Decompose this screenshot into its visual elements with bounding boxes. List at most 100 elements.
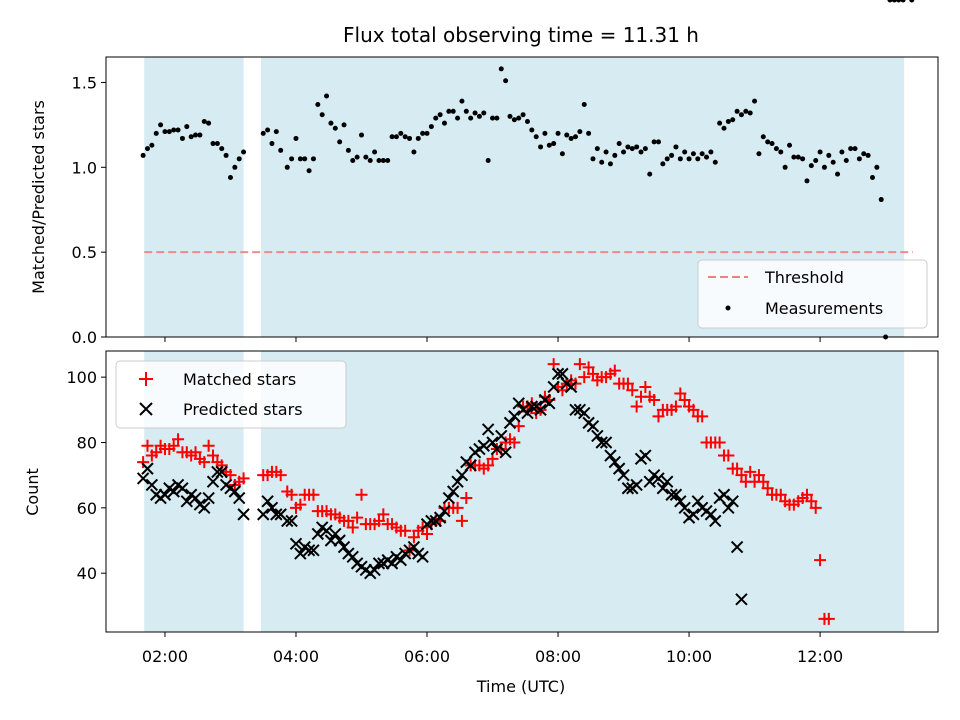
measurement-point bbox=[193, 132, 199, 138]
predicted-star-point bbox=[586, 419, 600, 433]
predicted-star-point bbox=[691, 495, 704, 508]
top-legend: Threshold Measurements bbox=[697, 259, 928, 329]
measurement-point bbox=[197, 132, 203, 138]
measurement-point bbox=[655, 139, 661, 145]
measurement-point bbox=[717, 120, 723, 126]
measurement-point bbox=[315, 102, 321, 108]
measurement-point bbox=[273, 129, 279, 135]
measurement-point bbox=[856, 156, 862, 162]
x-tick-label: 04:00 bbox=[273, 647, 319, 666]
measurement-point bbox=[433, 115, 439, 121]
matched-star-point bbox=[207, 449, 220, 462]
shaded-interval bbox=[144, 57, 244, 337]
measurement-point bbox=[699, 151, 705, 157]
predicted-star-point bbox=[578, 406, 591, 420]
bottom-x-ticks: 02:00 04:00 06:00 08:00 10:00 12:00 bbox=[142, 632, 843, 666]
predicted-star-point bbox=[372, 557, 386, 570]
bottom-y-tick-label: 80 bbox=[77, 433, 97, 452]
measurement-point bbox=[826, 152, 832, 158]
top-x-ticks bbox=[164, 337, 821, 342]
matched-star-point bbox=[351, 511, 364, 524]
predicted-star-point bbox=[425, 514, 438, 528]
predicted-star-point bbox=[145, 478, 159, 492]
measurement-point bbox=[629, 146, 635, 152]
matched-star-point bbox=[800, 488, 813, 501]
measurement-point bbox=[328, 120, 334, 126]
predicted-star-point bbox=[704, 508, 718, 521]
predicted-star-point bbox=[477, 439, 490, 452]
measurement-point bbox=[485, 158, 491, 164]
measurement-point bbox=[773, 146, 779, 152]
measurement-point bbox=[472, 110, 478, 116]
predicted-star-point bbox=[595, 436, 608, 449]
predicted-star-point bbox=[556, 367, 569, 381]
predicted-star-point bbox=[281, 514, 294, 528]
measurement-point bbox=[695, 156, 701, 162]
measurement-point bbox=[350, 158, 356, 164]
measurement-point bbox=[393, 134, 399, 140]
measurement-point bbox=[372, 149, 378, 155]
predicted-stars-points bbox=[138, 367, 748, 606]
predicted-star-point bbox=[333, 534, 346, 547]
measurement-point bbox=[900, 0, 906, 3]
measurement-point bbox=[498, 66, 504, 72]
measurement-point bbox=[778, 149, 784, 155]
bottom-panel: 40 60 80 100 02:00 04:00 06:00 08:00 10:00 12:00… bbox=[23, 351, 939, 696]
measurement-point bbox=[206, 120, 212, 126]
predicted-star-point bbox=[674, 495, 687, 508]
predicted-star-point bbox=[499, 446, 512, 459]
matched-star-point bbox=[556, 384, 569, 397]
top-panel: 0.0 0.5 1.0 1.5 Matched/Predicted stars Thr… bbox=[29, 0, 939, 347]
measurement-point bbox=[865, 152, 871, 158]
predicted-star-point bbox=[665, 488, 678, 501]
predicted-star-point bbox=[661, 475, 674, 488]
measurement-point bbox=[603, 149, 609, 155]
measurement-point bbox=[839, 149, 845, 155]
measurement-point bbox=[166, 129, 172, 135]
predicted-star-point bbox=[394, 553, 408, 567]
matched-star-point bbox=[678, 394, 691, 407]
measurement-point bbox=[712, 159, 718, 165]
measurement-point bbox=[219, 146, 225, 152]
measurement-point bbox=[389, 134, 395, 140]
predicted-star-point bbox=[503, 416, 517, 430]
measurement-point bbox=[184, 124, 190, 130]
predicted-star-point bbox=[617, 468, 630, 482]
predicted-star-point bbox=[726, 495, 739, 508]
matched-star-point bbox=[167, 439, 180, 452]
predicted-star-point bbox=[534, 403, 547, 417]
predicted-star-point bbox=[202, 491, 215, 505]
measurement-point bbox=[158, 122, 164, 128]
measurement-point bbox=[481, 110, 487, 116]
matched-star-point bbox=[761, 482, 774, 495]
matched-star-point bbox=[399, 524, 412, 537]
measurement-point bbox=[411, 149, 417, 155]
measurement-point bbox=[782, 164, 788, 170]
matched-star-point bbox=[141, 439, 154, 452]
legend-predicted-label: Predicted stars bbox=[183, 400, 303, 419]
measurement-point bbox=[573, 134, 579, 140]
predicted-star-point bbox=[265, 501, 279, 515]
matched-star-point bbox=[652, 410, 665, 423]
measurement-point bbox=[520, 112, 526, 118]
predicted-star-point bbox=[438, 504, 451, 518]
measurement-point bbox=[214, 141, 220, 147]
bottom-legend: Matched stars Predicted stars bbox=[115, 360, 347, 429]
predicted-star-point bbox=[302, 544, 316, 557]
predicted-star-point bbox=[198, 501, 211, 515]
measurement-point bbox=[516, 115, 522, 121]
predicted-star-point bbox=[337, 540, 351, 554]
matched-star-point bbox=[608, 364, 621, 377]
predicted-star-point bbox=[621, 482, 635, 495]
measurement-point bbox=[830, 159, 836, 165]
matched-star-point bbox=[805, 495, 818, 508]
matched-star-point bbox=[630, 400, 643, 413]
predicted-star-point bbox=[591, 429, 604, 443]
top-y-tick-label: 0.5 bbox=[72, 243, 97, 262]
top-y-tick-label: 0.0 bbox=[72, 328, 97, 347]
predicted-star-point bbox=[652, 472, 665, 485]
measurement-point bbox=[909, 0, 915, 3]
predicted-star-point bbox=[451, 475, 464, 488]
matched-star-point bbox=[172, 433, 185, 446]
